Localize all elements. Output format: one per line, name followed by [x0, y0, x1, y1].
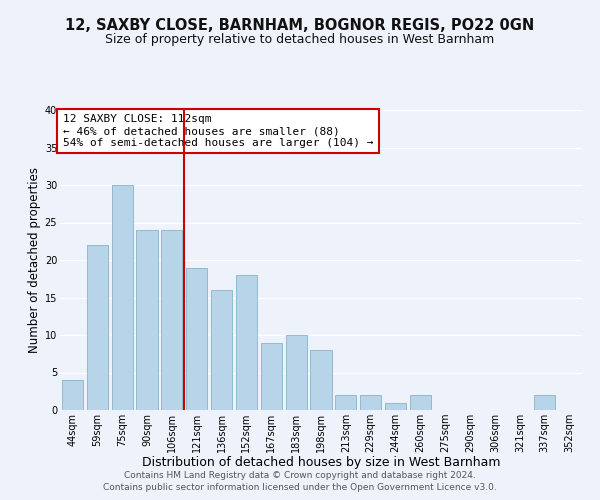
X-axis label: Distribution of detached houses by size in West Barnham: Distribution of detached houses by size … [142, 456, 500, 469]
Bar [236, 275, 257, 410]
Bar [534, 395, 555, 410]
Bar [87, 245, 108, 410]
Text: 12, SAXBY CLOSE, BARNHAM, BOGNOR REGIS, PO22 0GN: 12, SAXBY CLOSE, BARNHAM, BOGNOR REGIS, … [65, 18, 535, 32]
Text: Contains public sector information licensed under the Open Government Licence v3: Contains public sector information licen… [103, 483, 497, 492]
Y-axis label: Number of detached properties: Number of detached properties [28, 167, 41, 353]
Bar [410, 395, 431, 410]
Bar [286, 335, 307, 410]
Bar [261, 342, 282, 410]
Bar [211, 290, 232, 410]
Bar [161, 230, 182, 410]
Bar [136, 230, 158, 410]
Bar [360, 395, 381, 410]
Text: 12 SAXBY CLOSE: 112sqm
← 46% of detached houses are smaller (88)
54% of semi-det: 12 SAXBY CLOSE: 112sqm ← 46% of detached… [62, 114, 373, 148]
Bar [385, 402, 406, 410]
Bar [310, 350, 332, 410]
Text: Size of property relative to detached houses in West Barnham: Size of property relative to detached ho… [106, 32, 494, 46]
Bar [335, 395, 356, 410]
Text: Contains HM Land Registry data © Crown copyright and database right 2024.: Contains HM Land Registry data © Crown c… [124, 470, 476, 480]
Bar [62, 380, 83, 410]
Bar [112, 185, 133, 410]
Bar [186, 268, 207, 410]
